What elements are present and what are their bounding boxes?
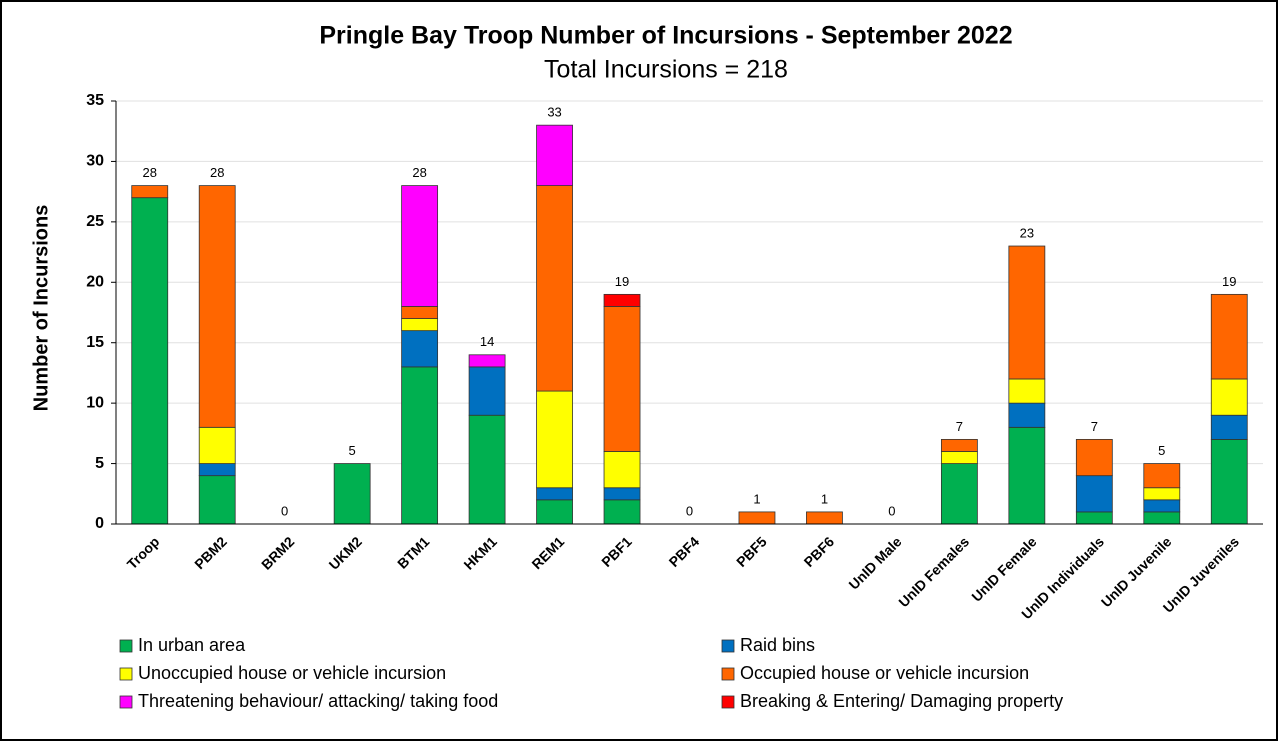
bar-segment <box>1210 293 1248 380</box>
bar-segment <box>468 414 506 525</box>
y-tick-label: 30 <box>86 153 104 170</box>
bar-segment <box>536 499 573 525</box>
bar-segment <box>198 426 236 464</box>
bar-segment <box>603 499 641 525</box>
bar-segment <box>198 463 236 477</box>
total-label: 0 <box>888 503 895 518</box>
bar-segment <box>536 185 573 392</box>
bar-segment <box>468 354 506 368</box>
bar-segment <box>1143 463 1181 489</box>
total-label: 7 <box>1091 419 1098 434</box>
legend-label: Occupied house or vehicle incursion <box>740 663 1029 683</box>
legend-swatch <box>119 639 133 653</box>
total-label: 14 <box>480 334 494 349</box>
bar-segment <box>738 511 776 525</box>
bar-segment <box>1075 511 1113 525</box>
legend-label: Unoccupied house or vehicle incursion <box>138 663 446 683</box>
bar-segment <box>198 185 236 428</box>
y-tick-label: 0 <box>95 515 104 532</box>
bar-segment <box>1143 487 1181 501</box>
bar-segment <box>1210 438 1248 525</box>
bar-segment <box>603 293 641 307</box>
total-label: 28 <box>143 165 157 180</box>
bar-segment <box>536 390 573 489</box>
y-tick-label: 10 <box>86 394 104 411</box>
bar-segment <box>401 330 439 368</box>
bar-segment <box>603 306 641 452</box>
total-label: 23 <box>1020 225 1034 240</box>
bar-segment <box>940 438 978 452</box>
total-label: 33 <box>547 105 561 120</box>
legend-label: Raid bins <box>740 635 815 655</box>
bar-segment <box>401 366 439 525</box>
legend-label: Breaking & Entering/ Damaging property <box>740 691 1063 711</box>
y-tick-label: 5 <box>95 455 104 472</box>
bar-segment <box>1210 414 1248 440</box>
bar-segment <box>940 463 978 525</box>
total-label: 19 <box>1222 274 1236 289</box>
bar-segment <box>940 451 978 464</box>
total-label: 1 <box>753 491 760 506</box>
bar-segment <box>536 124 573 186</box>
total-label: 28 <box>412 165 426 180</box>
legend-swatch <box>119 667 133 681</box>
bar-segment <box>401 306 439 319</box>
legend-swatch <box>721 639 735 653</box>
legend-swatch <box>721 695 735 709</box>
y-tick-label: 25 <box>86 213 104 230</box>
bar-segment <box>1008 426 1046 525</box>
bar-segment <box>333 463 371 525</box>
y-axis-label: Number of Incursions <box>30 205 52 412</box>
bar-segment <box>1210 378 1248 416</box>
legend-swatch <box>721 667 735 681</box>
bar-segment <box>603 487 641 501</box>
legend-label: Threatening behaviour/ attacking/ taking… <box>138 691 498 711</box>
bar-segment <box>1075 475 1113 513</box>
total-label: 5 <box>1158 443 1165 458</box>
bar-segment <box>603 451 641 489</box>
total-label: 28 <box>210 165 224 180</box>
bar-segment <box>806 511 843 525</box>
y-tick-label: 35 <box>86 92 104 109</box>
bar-segment <box>131 197 169 525</box>
total-label: 0 <box>686 503 693 518</box>
bar-segment <box>1143 511 1181 525</box>
total-label: 1 <box>821 491 828 506</box>
y-tick-label: 15 <box>86 334 104 351</box>
total-label: 0 <box>281 503 288 518</box>
bar-segment <box>401 318 439 332</box>
bar-segment <box>401 185 439 307</box>
legend-swatch <box>119 695 133 709</box>
bar-segment <box>1008 378 1046 404</box>
bar-segment <box>198 475 236 525</box>
bar-segment <box>1008 245 1046 380</box>
total-label: 19 <box>615 274 629 289</box>
legend-label: In urban area <box>138 635 246 655</box>
chart-title: Pringle Bay Troop Number of Incursions -… <box>319 22 1012 50</box>
total-label: 5 <box>349 443 356 458</box>
bar-segment <box>131 185 169 199</box>
bar-segment <box>1143 499 1181 513</box>
bar-segment <box>468 366 506 416</box>
bar-segment <box>1075 438 1113 477</box>
chart-subtitle: Total Incursions = 218 <box>544 56 788 84</box>
bar-segment <box>536 487 573 501</box>
total-label: 7 <box>956 419 963 434</box>
y-tick-label: 20 <box>86 274 104 291</box>
bar-segment <box>1008 402 1046 428</box>
